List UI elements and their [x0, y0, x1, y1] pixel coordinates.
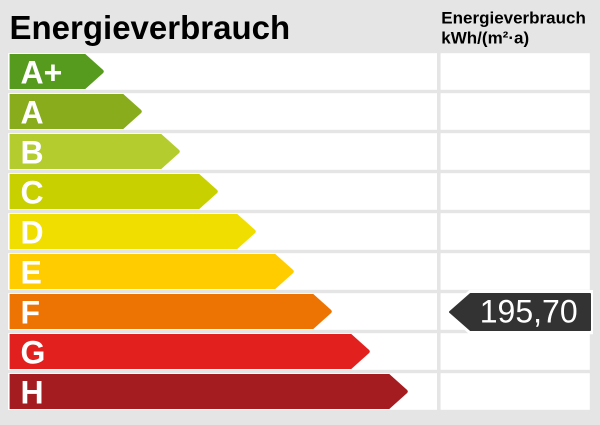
- svg-text:E: E: [21, 254, 42, 290]
- svg-text:D: D: [21, 214, 44, 250]
- svg-text:195,70: 195,70: [480, 294, 578, 330]
- svg-text:kWh/(m²·a): kWh/(m²·a): [441, 29, 529, 48]
- svg-text:Energieverbrauch: Energieverbrauch: [10, 9, 291, 46]
- svg-text:Energieverbrauch: Energieverbrauch: [441, 9, 586, 28]
- svg-text:B: B: [21, 134, 44, 170]
- svg-text:F: F: [21, 294, 41, 330]
- svg-text:H: H: [21, 374, 44, 410]
- svg-text:A: A: [21, 94, 44, 130]
- svg-text:G: G: [21, 334, 46, 370]
- svg-text:A+: A+: [21, 54, 63, 90]
- svg-text:C: C: [21, 174, 44, 210]
